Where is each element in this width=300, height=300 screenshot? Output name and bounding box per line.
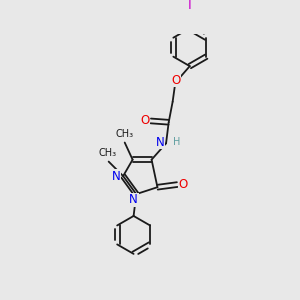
Text: O: O [140, 114, 150, 128]
Text: N: N [112, 169, 121, 183]
Text: N: N [129, 194, 138, 206]
Text: O: O [178, 178, 188, 191]
Text: CH₃: CH₃ [98, 148, 116, 158]
Text: N: N [156, 136, 165, 148]
Text: CH₃: CH₃ [116, 129, 134, 140]
Text: H: H [173, 137, 180, 147]
Text: O: O [171, 74, 180, 87]
Text: I: I [188, 0, 192, 12]
